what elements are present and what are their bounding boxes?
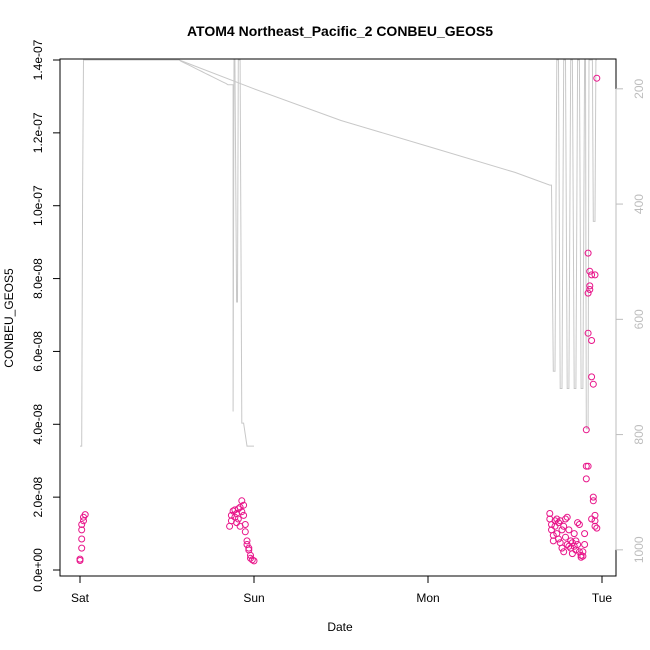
data-point: [234, 515, 242, 523]
data-point: [236, 503, 244, 511]
pressure-line: [80, 59, 254, 447]
data-point: [80, 517, 87, 525]
data-point: [575, 521, 583, 528]
data-point: [582, 475, 590, 483]
data-point: [238, 508, 246, 516]
data-point: [572, 537, 580, 545]
data-point: [238, 497, 246, 505]
data-point: [579, 552, 587, 560]
data-point: [562, 515, 569, 523]
x-axis: Sat Sun Mon Tue: [71, 575, 613, 605]
data-point: [584, 249, 592, 257]
data-point: [555, 535, 562, 543]
data-points: [76, 74, 601, 565]
data-point: [78, 544, 86, 552]
x-tick-label: Sat: [71, 591, 90, 605]
data-point: [588, 515, 596, 523]
data-point: [584, 329, 592, 337]
data-point: [548, 521, 555, 528]
right-tick-label: 600: [632, 309, 646, 329]
y-tick-label: 2.0e-08: [31, 476, 45, 517]
data-point: [591, 271, 599, 279]
data-point: [586, 267, 594, 275]
data-point: [586, 286, 594, 293]
data-point: [589, 493, 597, 501]
data-point: [593, 524, 601, 532]
data-point: [588, 373, 596, 381]
y-tick-label: 1.0e-07: [31, 185, 45, 226]
x-tick-label: Sun: [243, 591, 264, 605]
data-point: [581, 530, 589, 538]
y-tick-label: 6.0e-08: [31, 331, 45, 372]
data-point: [81, 511, 89, 519]
data-point: [591, 522, 599, 530]
pressure-line: [179, 59, 597, 430]
data-point: [560, 548, 568, 556]
data-point: [574, 541, 582, 548]
data-point: [589, 380, 597, 388]
plot-box: [59, 58, 617, 577]
data-point: [568, 550, 576, 558]
data-point: [240, 511, 248, 519]
pressure-lines: [80, 59, 597, 447]
y-axis-label: CONBEU_GEOS5: [2, 268, 16, 368]
right-tick-label: 1000: [632, 536, 646, 563]
data-point: [582, 426, 590, 434]
right-axis: 200 400 600 800 1000: [615, 78, 646, 563]
data-point: [562, 533, 569, 541]
right-tick-label: 200: [632, 78, 646, 98]
data-point: [551, 522, 559, 530]
data-point: [248, 556, 256, 564]
y-axis: 0.0e+00 2.0e-08 4.0e-08 6.0e-08 8.0e-08 1.0e-…: [31, 39, 61, 592]
x-axis-label: Date: [327, 620, 353, 634]
data-point: [250, 557, 258, 565]
data-point: [76, 555, 84, 563]
data-point: [589, 497, 597, 505]
data-point: [558, 544, 566, 552]
data-point: [579, 548, 587, 556]
right-tick-label: 400: [632, 194, 646, 214]
y-tick-label: 1.4e-07: [31, 39, 45, 80]
data-point: [567, 537, 575, 545]
y-tick-label: 4.0e-08: [31, 404, 45, 445]
data-point: [581, 541, 589, 548]
data-point: [558, 526, 566, 534]
x-tick-label: Tue: [592, 591, 613, 605]
data-point: [565, 526, 573, 534]
data-point: [563, 513, 571, 521]
data-point: [240, 501, 248, 509]
data-point: [243, 537, 251, 545]
data-point: [555, 519, 562, 527]
data-point: [78, 526, 86, 534]
data-point: [570, 530, 578, 538]
data-point: [593, 74, 601, 82]
y-tick-label: 1.2e-07: [31, 112, 45, 153]
data-point: [78, 535, 86, 543]
data-point: [584, 289, 592, 297]
chart-title: ATOM4 Northeast_Pacific_2 CONBEU_GEOS5: [187, 23, 493, 39]
data-point: [553, 515, 561, 523]
y-tick-label: 0.0e+00: [31, 548, 45, 592]
data-point: [588, 337, 596, 344]
y-tick-label: 8.0e-08: [31, 258, 45, 299]
data-point: [588, 271, 596, 279]
data-point: [584, 462, 592, 470]
data-point: [574, 519, 582, 527]
data-point: [245, 544, 253, 552]
data-point: [241, 528, 249, 536]
data-point: [247, 551, 254, 559]
x-tick-label: Mon: [416, 591, 439, 605]
data-point: [78, 521, 86, 528]
data-point: [241, 521, 249, 528]
right-tick-label: 800: [632, 424, 646, 444]
data-point: [233, 519, 241, 527]
data-point: [560, 522, 568, 530]
data-point: [586, 282, 594, 290]
